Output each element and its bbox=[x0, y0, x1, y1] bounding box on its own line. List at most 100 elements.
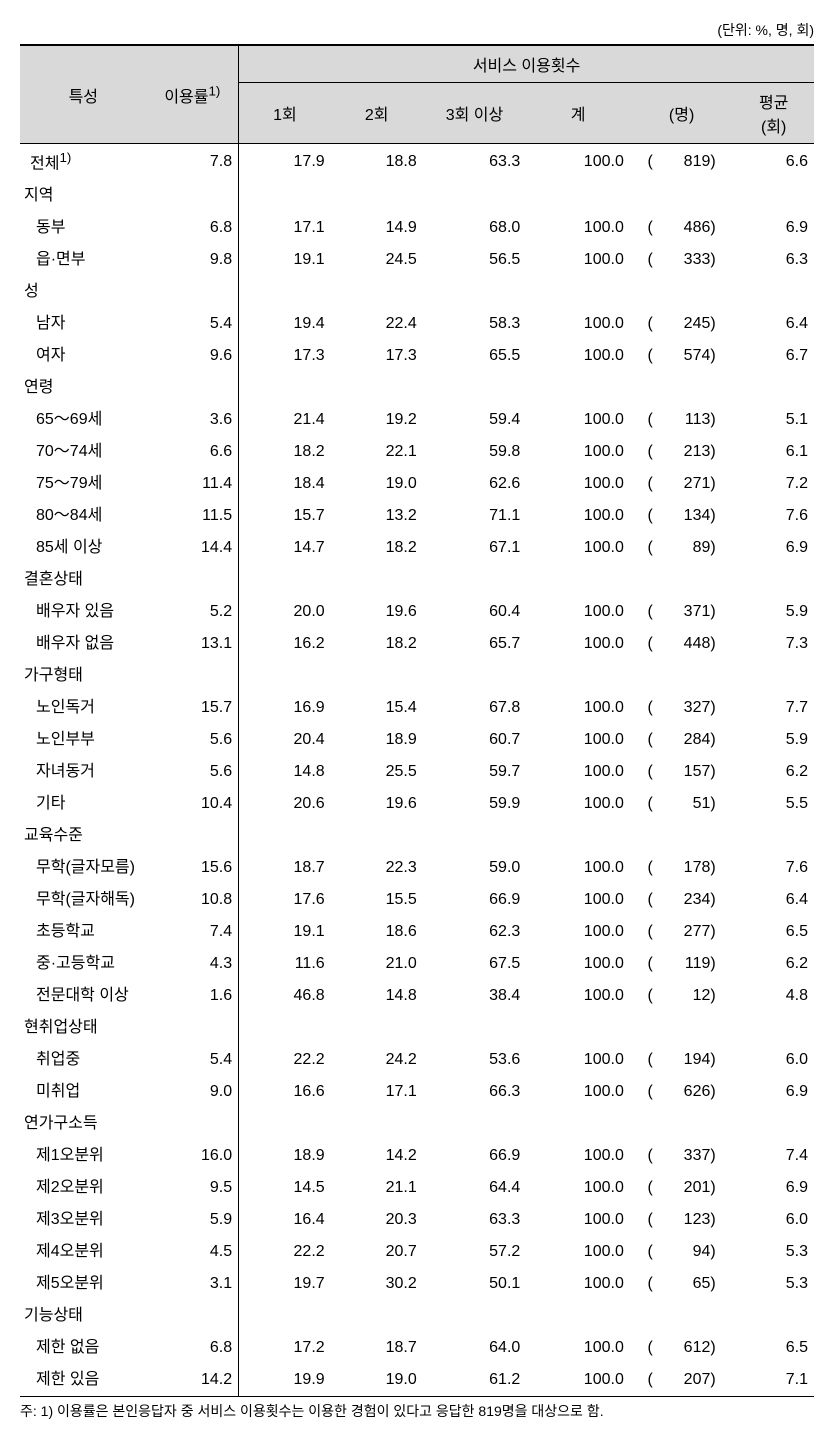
paren-close: ) bbox=[710, 308, 733, 340]
section-label: 가구형태 bbox=[20, 660, 147, 692]
cell-1time: 16.2 bbox=[239, 628, 331, 660]
cell-empty bbox=[239, 372, 331, 404]
table-row: 70～74세6.618.222.159.8100.0(213)6.1 bbox=[20, 436, 814, 468]
cell-count: 207 bbox=[653, 1364, 711, 1397]
cell-3plus: 58.3 bbox=[423, 308, 527, 340]
cell-count: 213 bbox=[653, 436, 711, 468]
cell-empty bbox=[653, 1012, 711, 1044]
row-label: 중·고등학교 bbox=[20, 948, 147, 980]
cell-total: 100.0 bbox=[526, 532, 630, 564]
cell-average: 4.8 bbox=[733, 980, 814, 1012]
cell-1time: 17.6 bbox=[239, 884, 331, 916]
cell-1time: 14.8 bbox=[239, 756, 331, 788]
table-row: 65～69세3.621.419.259.4100.0(113)5.1 bbox=[20, 404, 814, 436]
section-label: 교육수준 bbox=[20, 820, 147, 852]
cell-total: 100.0 bbox=[526, 212, 630, 244]
cell-rate: 6.8 bbox=[147, 1332, 239, 1364]
header-characteristic: 특성 bbox=[20, 45, 147, 144]
cell-count: 626 bbox=[653, 1076, 711, 1108]
cell-empty bbox=[331, 1108, 423, 1140]
row-label: 제5오분위 bbox=[20, 1268, 147, 1300]
cell-average: 6.5 bbox=[733, 916, 814, 948]
header-rate: 이용률1) bbox=[147, 45, 239, 144]
paren-open: ( bbox=[630, 468, 653, 500]
cell-2times: 19.0 bbox=[331, 468, 423, 500]
cell-rate: 16.0 bbox=[147, 1140, 239, 1172]
paren-open: ( bbox=[630, 436, 653, 468]
row-label: 85세 이상 bbox=[20, 532, 147, 564]
cell-count: 327 bbox=[653, 692, 711, 724]
cell-2times: 22.3 bbox=[331, 852, 423, 884]
cell-count: 65 bbox=[653, 1268, 711, 1300]
cell-3plus: 38.4 bbox=[423, 980, 527, 1012]
cell-average: 7.6 bbox=[733, 500, 814, 532]
cell-1time: 19.7 bbox=[239, 1268, 331, 1300]
cell-rate: 14.2 bbox=[147, 1364, 239, 1397]
cell-average: 7.2 bbox=[733, 468, 814, 500]
cell-2times: 15.4 bbox=[331, 692, 423, 724]
cell-2times: 22.1 bbox=[331, 436, 423, 468]
table-row: 자녀동거5.614.825.559.7100.0(157)6.2 bbox=[20, 756, 814, 788]
paren-open: ( bbox=[630, 308, 653, 340]
cell-empty bbox=[630, 820, 653, 852]
cell-total: 100.0 bbox=[526, 1268, 630, 1300]
cell-empty bbox=[733, 372, 814, 404]
paren-close: ) bbox=[710, 692, 733, 724]
row-label: 남자 bbox=[20, 308, 147, 340]
paren-close: ) bbox=[710, 144, 733, 181]
cell-count: 157 bbox=[653, 756, 711, 788]
cell-empty bbox=[423, 1108, 527, 1140]
cell-3plus: 62.6 bbox=[423, 468, 527, 500]
paren-close: ) bbox=[710, 500, 733, 532]
paren-close: ) bbox=[710, 1268, 733, 1300]
cell-1time: 19.1 bbox=[239, 244, 331, 276]
cell-empty bbox=[733, 276, 814, 308]
cell-total: 100.0 bbox=[526, 308, 630, 340]
row-label: 미취업 bbox=[20, 1076, 147, 1108]
cell-2times: 18.6 bbox=[331, 916, 423, 948]
cell-empty bbox=[423, 1012, 527, 1044]
table-row: 노인독거15.716.915.467.8100.0(327)7.7 bbox=[20, 692, 814, 724]
cell-empty bbox=[733, 1300, 814, 1332]
paren-open: ( bbox=[630, 596, 653, 628]
cell-total: 100.0 bbox=[526, 144, 630, 181]
cell-total: 100.0 bbox=[526, 692, 630, 724]
paren-open: ( bbox=[630, 788, 653, 820]
cell-average: 6.5 bbox=[733, 1332, 814, 1364]
cell-3plus: 67.1 bbox=[423, 532, 527, 564]
paren-open: ( bbox=[630, 884, 653, 916]
cell-average: 6.9 bbox=[733, 532, 814, 564]
paren-open: ( bbox=[630, 1364, 653, 1397]
cell-count: 284 bbox=[653, 724, 711, 756]
header-total: 계 bbox=[526, 83, 630, 144]
cell-rate: 14.4 bbox=[147, 532, 239, 564]
cell-rate: 5.4 bbox=[147, 1044, 239, 1076]
cell-empty bbox=[526, 1300, 630, 1332]
cell-average: 5.1 bbox=[733, 404, 814, 436]
cell-total: 100.0 bbox=[526, 628, 630, 660]
paren-close: ) bbox=[710, 1140, 733, 1172]
paren-open: ( bbox=[630, 724, 653, 756]
cell-average: 6.0 bbox=[733, 1204, 814, 1236]
cell-3plus: 60.4 bbox=[423, 596, 527, 628]
cell-2times: 19.6 bbox=[331, 788, 423, 820]
cell-rate: 6.8 bbox=[147, 212, 239, 244]
table-row: 제한 없음6.817.218.764.0100.0(612)6.5 bbox=[20, 1332, 814, 1364]
cell-rate: 5.4 bbox=[147, 308, 239, 340]
cell-1time: 17.3 bbox=[239, 340, 331, 372]
paren-close: ) bbox=[710, 1332, 733, 1364]
cell-rate: 7.4 bbox=[147, 916, 239, 948]
cell-empty bbox=[710, 660, 733, 692]
paren-close: ) bbox=[710, 884, 733, 916]
table-row: 여자9.617.317.365.5100.0(574)6.7 bbox=[20, 340, 814, 372]
cell-empty bbox=[653, 1108, 711, 1140]
cell-count: 89 bbox=[653, 532, 711, 564]
cell-rate: 11.4 bbox=[147, 468, 239, 500]
cell-empty bbox=[331, 564, 423, 596]
cell-count: 245 bbox=[653, 308, 711, 340]
cell-empty bbox=[653, 660, 711, 692]
cell-average: 6.3 bbox=[733, 244, 814, 276]
cell-total: 100.0 bbox=[526, 404, 630, 436]
cell-rate: 11.5 bbox=[147, 500, 239, 532]
cell-1time: 22.2 bbox=[239, 1044, 331, 1076]
